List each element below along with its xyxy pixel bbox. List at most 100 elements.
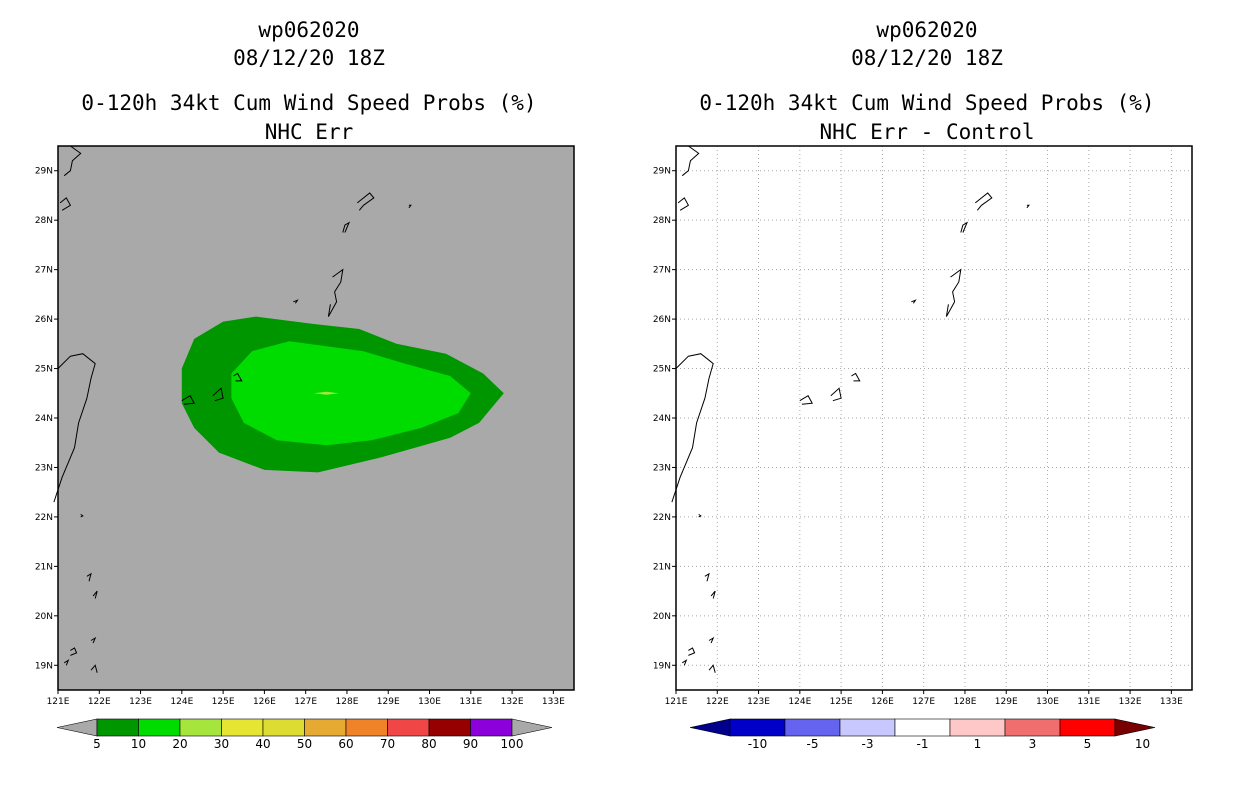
colorbar-swatch <box>179 718 222 737</box>
coastline <box>830 387 842 402</box>
coastline <box>212 387 224 402</box>
coastline <box>63 659 70 666</box>
x-tick-label: 128E <box>336 697 359 707</box>
coastline <box>53 353 96 503</box>
coastline <box>945 268 962 317</box>
coastline <box>799 395 814 405</box>
x-tick-label: 123E <box>747 697 770 707</box>
y-tick-label: 25N <box>653 365 671 375</box>
colorbar-under-arrow <box>56 718 98 737</box>
colorbar-swatch <box>428 718 471 737</box>
y-tick-label: 26N <box>35 315 53 325</box>
x-tick-label: 132E <box>1119 697 1142 707</box>
y-tick-label: 28N <box>653 216 671 226</box>
x-tick-label: 122E <box>706 697 729 707</box>
colorbar-swatch <box>839 718 896 737</box>
colorbar-label: 20 <box>172 737 187 751</box>
colorbar-swatch <box>345 718 388 737</box>
coastline <box>911 299 917 304</box>
x-tick-label: 121E <box>665 697 688 707</box>
colorbar-swatch <box>949 718 1006 737</box>
coastline <box>708 664 716 673</box>
panel-1: 121E 122E 123E 124E 125E 126E 127E 128E 129E 130E… <box>653 145 1193 751</box>
colorbar-label: 50 <box>297 737 312 751</box>
x-tick-label: 130E <box>1036 697 1059 707</box>
colorbar-label: 5 <box>1084 737 1092 751</box>
colorbar-swatch <box>262 718 305 737</box>
coastline <box>327 268 344 317</box>
x-tick-label: 128E <box>954 697 977 707</box>
coastline <box>408 204 412 209</box>
right-title-variable: 0-120h 34kt Cum Wind Speed Probs (%) <box>699 91 1155 115</box>
y-tick-label: 19N <box>653 661 671 671</box>
y-tick-label: 23N <box>35 463 53 473</box>
plot-background <box>676 146 1192 690</box>
x-tick-label: 130E <box>418 697 441 707</box>
x-tick-label: 121E <box>47 697 70 707</box>
colorbar-label: -10 <box>748 737 768 751</box>
y-tick-label: 22N <box>653 513 671 523</box>
left-title-storm-id: wp062020 <box>258 18 360 42</box>
x-tick-label: 125E <box>212 697 235 707</box>
coastline <box>342 221 351 233</box>
y-tick-label: 29N <box>35 167 53 177</box>
colorbar-swatch <box>470 718 513 737</box>
x-tick-label: 129E <box>995 697 1018 707</box>
x-tick-label: 125E <box>830 697 853 707</box>
colorbar-label: 90 <box>463 737 478 751</box>
x-tick-label: 133E <box>542 697 565 707</box>
colorbar-label: 10 <box>131 737 146 751</box>
right-title-experiment: NHC Err - Control <box>819 120 1035 144</box>
left-title-variable: 0-120h 34kt Cum Wind Speed Probs (%) <box>81 91 537 115</box>
colorbar-over-arrow <box>511 718 553 737</box>
x-tick-label: 124E <box>788 697 811 707</box>
x-tick-label: 126E <box>871 697 894 707</box>
colorbar-swatch <box>729 718 786 737</box>
colorbar-swatch <box>894 718 951 737</box>
y-tick-label: 22N <box>35 513 53 523</box>
y-tick-label: 27N <box>653 266 671 276</box>
right-title-storm-id: wp062020 <box>876 18 978 42</box>
contour-fill-20-30 <box>313 391 339 395</box>
coastline <box>671 353 714 503</box>
y-tick-label: 23N <box>653 463 671 473</box>
y-tick-label: 27N <box>35 266 53 276</box>
x-tick-label: 132E <box>501 697 524 707</box>
left-title-experiment: NHC Err <box>264 120 354 144</box>
x-tick-label: 131E <box>1077 697 1100 707</box>
y-tick-label: 24N <box>35 414 53 424</box>
contour-fill-10-20 <box>231 341 471 446</box>
colorbar-label: 70 <box>380 737 395 751</box>
y-tick-label: 29N <box>653 167 671 177</box>
colorbar-label: 40 <box>255 737 270 751</box>
colorbar-swatch <box>1059 718 1116 737</box>
x-tick-label: 127E <box>294 697 317 707</box>
coastline <box>704 572 710 582</box>
coastline <box>70 647 78 656</box>
coastline <box>356 192 375 211</box>
x-tick-label: 123E <box>129 697 152 707</box>
colorbar-label: -3 <box>862 737 874 751</box>
x-tick-label: 131E <box>459 697 482 707</box>
x-tick-label: 126E <box>253 697 276 707</box>
coastline <box>851 372 861 382</box>
coastline <box>59 197 72 211</box>
y-tick-label: 20N <box>35 612 53 622</box>
coastline <box>1026 204 1030 209</box>
coastline <box>80 513 84 518</box>
y-tick-label: 21N <box>35 562 53 572</box>
coastline <box>698 513 702 518</box>
y-tick-label: 28N <box>35 216 53 226</box>
y-tick-label: 21N <box>653 562 671 572</box>
colorbar-label: 80 <box>421 737 436 751</box>
y-tick-label: 20N <box>653 612 671 622</box>
colorbar-label: 3 <box>1029 737 1037 751</box>
x-tick-label: 133E <box>1160 697 1183 707</box>
coastline <box>293 299 299 304</box>
x-tick-label: 127E <box>912 697 935 707</box>
colorbar-swatch <box>784 718 841 737</box>
right-title-datetime: 08/12/20 18Z <box>851 46 1003 70</box>
panel-0: 121E 122E 123E 124E 125E 126E 127E 128E 129E 130E… <box>35 145 575 751</box>
coastline <box>90 636 97 644</box>
colorbar-over-arrow <box>1114 718 1156 737</box>
